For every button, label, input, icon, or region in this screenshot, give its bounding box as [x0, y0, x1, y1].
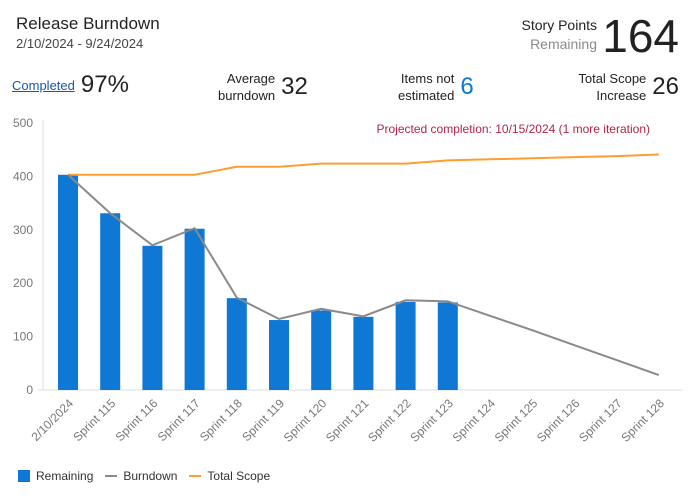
- x-tick-label: Sprint 116: [113, 396, 161, 444]
- x-tick-label: 2/10/2024: [28, 396, 76, 444]
- burndown-point[interactable]: [615, 358, 619, 362]
- story-points-value: 164: [602, 10, 679, 62]
- metric-completed: Completed 97%: [12, 70, 129, 100]
- burndown-point[interactable]: [530, 328, 534, 332]
- x-tick-label: Sprint 127: [576, 396, 625, 445]
- total-scope-point[interactable]: [530, 156, 534, 160]
- y-tick-label: 300: [13, 223, 33, 237]
- burndown-point[interactable]: [404, 298, 408, 302]
- total-scope-point[interactable]: [488, 157, 492, 161]
- burndown-point[interactable]: [193, 226, 197, 230]
- total-scope-point[interactable]: [572, 155, 576, 159]
- label-line: Items not: [400, 71, 455, 86]
- story-points-title: Story Points: [521, 17, 597, 33]
- total-scope-point[interactable]: [277, 165, 281, 169]
- story-points-sub: Remaining: [530, 36, 597, 52]
- total-scope-point[interactable]: [319, 162, 323, 166]
- label-line: estimated: [398, 88, 455, 103]
- y-tick-label: 200: [13, 276, 33, 290]
- x-tick-label: Sprint 121: [323, 396, 372, 445]
- total-scope-increase-label: Total Scope Increase: [578, 70, 646, 104]
- x-tick-label: Sprint 128: [618, 396, 667, 445]
- date-range: 2/10/2024 - 9/24/2024: [16, 36, 144, 51]
- burndown-point[interactable]: [572, 343, 576, 347]
- label-line: Total Scope: [578, 71, 647, 86]
- remaining-bar[interactable]: [142, 245, 163, 390]
- x-tick-label: Sprint 122: [365, 396, 414, 445]
- legend: Remaining Burndown Total Scope: [18, 469, 270, 483]
- legend-total-scope[interactable]: Total Scope: [207, 469, 271, 483]
- remaining-bar[interactable]: [311, 310, 332, 390]
- legend-total-scope-swatch: [189, 475, 202, 477]
- story-points-label: Story Points Remaining: [522, 16, 597, 54]
- y-tick-label: 500: [13, 116, 33, 130]
- legend-burndown-swatch: [105, 475, 118, 477]
- legend-burndown[interactable]: Burndown: [123, 469, 178, 483]
- metric-average-burndown: Average burndown 32: [218, 70, 308, 104]
- total-scope-point[interactable]: [657, 153, 661, 157]
- burndown-point[interactable]: [235, 296, 239, 300]
- y-tick-label: 0: [26, 383, 33, 397]
- x-tick-label: Sprint 115: [70, 396, 118, 444]
- chart-title: Release Burndown: [16, 14, 160, 33]
- burndown-point[interactable]: [150, 243, 154, 247]
- burndown-line: [67, 174, 660, 376]
- total-scope-point[interactable]: [150, 173, 154, 177]
- y-tick-label: 100: [13, 330, 33, 344]
- metric-total-scope-increase: Total Scope Increase 26: [578, 70, 679, 104]
- average-burndown-value: 32: [281, 73, 308, 100]
- metric-items-not-estimated: Items not estimated 6: [398, 70, 474, 104]
- completed-value: 97%: [80, 71, 129, 98]
- x-tick-label: Sprint 118: [197, 396, 245, 444]
- x-tick-label: Sprint 124: [450, 396, 499, 445]
- remaining-bar[interactable]: [395, 301, 416, 390]
- items-not-estimated-value[interactable]: 6: [460, 73, 474, 100]
- total-scope-point[interactable]: [446, 158, 450, 162]
- x-tick-label: Sprint 123: [407, 396, 456, 445]
- total-scope-point[interactable]: [361, 162, 365, 166]
- remaining-bar[interactable]: [353, 316, 374, 390]
- remaining-bar[interactable]: [184, 228, 205, 390]
- total-scope-point[interactable]: [193, 173, 197, 177]
- average-burndown-label: Average burndown: [218, 70, 275, 104]
- remaining-bar[interactable]: [269, 320, 289, 390]
- label-line: Average: [226, 71, 276, 86]
- burndown-point[interactable]: [657, 373, 661, 377]
- burndown-point[interactable]: [319, 307, 323, 311]
- burndown-point[interactable]: [66, 173, 70, 177]
- x-tick-label: Sprint 117: [155, 396, 203, 444]
- label-line: burndown: [218, 88, 276, 103]
- total-scope-point[interactable]: [615, 154, 619, 158]
- total-scope-point[interactable]: [404, 162, 408, 166]
- burndown-point[interactable]: [488, 314, 492, 318]
- remaining-bar[interactable]: [58, 174, 78, 390]
- burndown-point[interactable]: [361, 314, 365, 318]
- items-not-estimated-label: Items not estimated: [398, 70, 454, 104]
- projected-completion-annotation: Projected completion: 10/15/2024 (1 more…: [377, 122, 651, 136]
- remaining-bar[interactable]: [226, 298, 247, 390]
- x-tick-label: Sprint 126: [534, 396, 583, 445]
- burndown-point[interactable]: [277, 317, 281, 321]
- completed-link[interactable]: Completed: [12, 77, 75, 93]
- total-scope-point[interactable]: [235, 165, 239, 169]
- x-tick-label: Sprint 120: [281, 396, 330, 445]
- x-tick-label: Sprint 119: [239, 396, 287, 444]
- remaining-bar[interactable]: [437, 302, 458, 390]
- y-tick-label: 400: [13, 169, 33, 183]
- burndown-point[interactable]: [108, 211, 112, 215]
- x-tick-label: Sprint 125: [492, 396, 541, 445]
- total-scope-line: [68, 153, 659, 176]
- total-scope-point[interactable]: [108, 173, 112, 177]
- total-scope-increase-value: 26: [652, 73, 679, 100]
- remaining-bar[interactable]: [100, 213, 121, 390]
- label-line: Increase: [596, 88, 647, 103]
- burndown-point[interactable]: [446, 299, 450, 303]
- legend-remaining[interactable]: Remaining: [36, 469, 94, 483]
- legend-remaining-swatch: [18, 470, 30, 482]
